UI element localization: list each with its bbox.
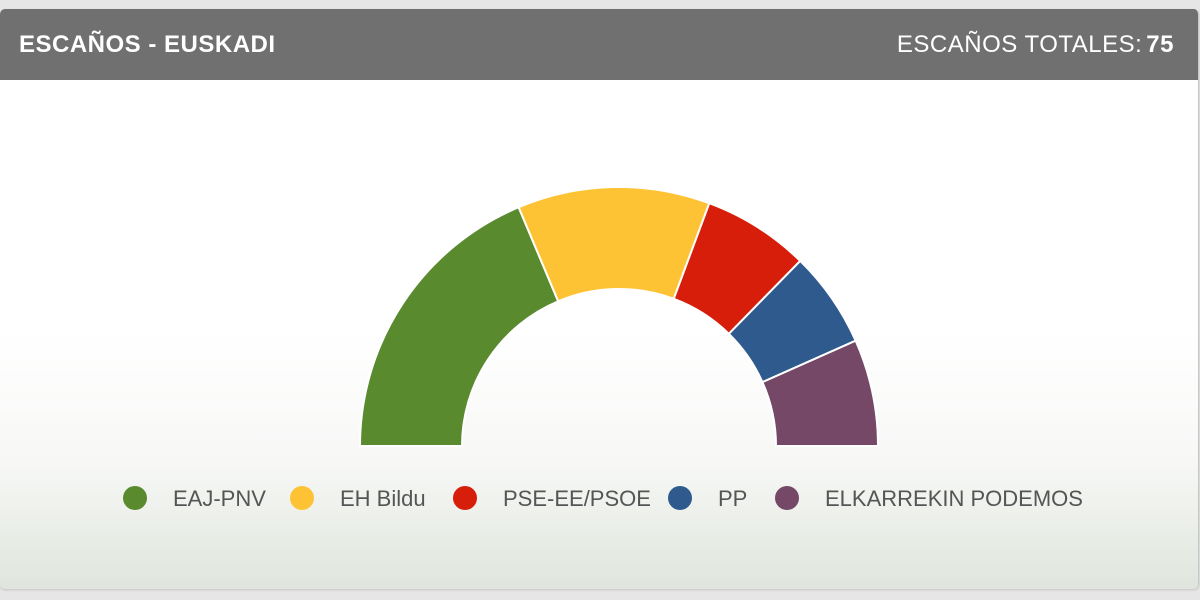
legend-label: PP (718, 486, 748, 511)
total-seats-value: 75 (1146, 31, 1174, 58)
seat-segment-elkarrekin-podemos[interactable] (761, 339, 880, 447)
legend-dot (668, 486, 692, 510)
legend-label: EH Bildu (340, 486, 426, 511)
total-seats-label: ESCAÑOS TOTALES: (896, 31, 1143, 58)
legend-dot (775, 486, 799, 510)
seats-card: ESCAÑOS - EUSKADI ESCAÑOS TOTALES: 75 (0, 9, 1199, 589)
legend-label: ELKARREKIN PODEMOS (825, 486, 1083, 511)
chart-legend: EAJ-PNV EH Bildu PSE-EE/PSOE PP ELKARREKIN P… (0, 478, 1200, 518)
seat-segment-eaj-pnv[interactable] (358, 205, 560, 447)
legend-label: PSE-EE/PSOE (503, 486, 651, 511)
total-seats: ESCAÑOS TOTALES: 75 (897, 31, 1174, 59)
card-header: ESCAÑOS - EUSKADI ESCAÑOS TOTALES: 75 (0, 9, 1198, 80)
legend-dot (290, 486, 314, 510)
legend-dot (453, 486, 477, 510)
legend-label: EAJ-PNV (173, 486, 266, 511)
legend-dot (123, 486, 147, 510)
chart-title: ESCAÑOS - EUSKADI (19, 31, 276, 58)
